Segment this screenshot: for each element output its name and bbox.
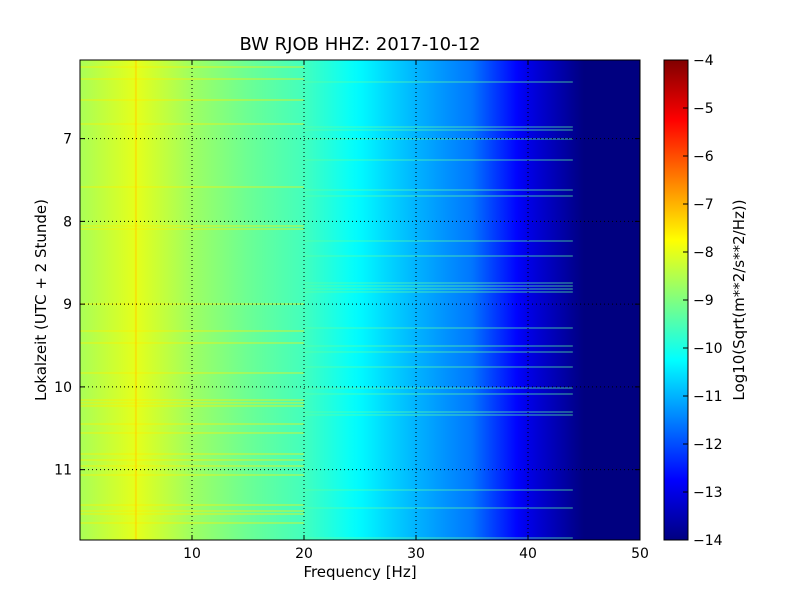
spectrogram-band [80, 522, 304, 524]
spectrogram-band [80, 402, 304, 404]
colorbar-tick-label: −8 [693, 245, 714, 261]
y-tick-label: 7 [63, 132, 72, 148]
x-tick-label: 20 [295, 546, 313, 562]
colorbar-tick-label: −12 [693, 437, 723, 453]
spectrogram-band [80, 186, 304, 188]
spectrogram-band [304, 387, 573, 389]
spectrogram-band [304, 327, 573, 329]
spectrogram-band [304, 126, 573, 128]
spectrogram-band [304, 411, 573, 413]
spectrogram-band [304, 129, 573, 131]
spectrogram-band [304, 351, 573, 353]
spectrogram-band [304, 81, 573, 83]
spectrogram-band [304, 288, 573, 290]
spectrogram-band [304, 345, 573, 347]
y-tick-label: 11 [54, 463, 72, 479]
y-axis-label: Lokalzeit (UTC + 2 Stunde) [32, 199, 50, 401]
colorbar-tick-label: −4 [693, 53, 714, 69]
spectrogram-band [304, 159, 573, 161]
spectrogram-base [80, 60, 640, 540]
spectrogram-band [304, 195, 573, 197]
colorbar-tick-label: −7 [693, 197, 714, 213]
y-tick-label: 10 [54, 380, 72, 396]
spectrogram-band [304, 507, 573, 509]
x-tick-label: 30 [407, 546, 425, 562]
spectrogram-band [80, 510, 304, 512]
chart-title: BW RJOB HHZ: 2017-10-12 [239, 34, 480, 55]
spectrogram-band [304, 489, 573, 491]
spectrogram-band [80, 474, 304, 476]
colorbar-tick-label: −11 [693, 389, 723, 405]
spectrogram-band [304, 291, 573, 293]
colorbar-label: Log10(Sqrt(m**2/s**2/Hz)) [730, 199, 748, 400]
x-tick-label: 40 [519, 546, 537, 562]
y-axis-ticks: 7 8 9 10 11 [54, 132, 640, 479]
colorbar-tick-label: −6 [693, 149, 714, 165]
spectrogram-band [80, 513, 304, 515]
spectrogram-band [304, 366, 573, 368]
colorbar-tick-label: −14 [693, 533, 723, 549]
y-tick-label: 8 [63, 214, 72, 230]
colorbar-tick-label: −5 [693, 101, 714, 117]
grid-lines [80, 60, 640, 540]
spectrogram-band [80, 66, 304, 68]
x-tick-label: 50 [631, 546, 649, 562]
spectrogram-band [304, 285, 573, 287]
spectrogram-band [304, 282, 573, 284]
colorbar-tick-label: −10 [693, 341, 723, 357]
colorbar-tick-label: −13 [693, 485, 723, 501]
spectrogram-band [304, 537, 573, 539]
x-axis-label: Frequency [Hz] [303, 563, 416, 581]
spectrogram-band [80, 453, 304, 455]
spectrogram-band [80, 78, 304, 80]
spectrogram-band [80, 225, 304, 227]
spectrogram-band [304, 189, 573, 191]
x-tick-label: 10 [183, 546, 201, 562]
spectrogram-band [304, 240, 573, 242]
colorbar-ticks: −4 −5 −6 −7 −8 −9 −10 −11 −12 −13 −14 [683, 53, 723, 549]
spectrogram-band [304, 414, 573, 416]
plot-frame [79, 59, 641, 541]
spectrogram-band [304, 393, 573, 395]
plot-area [80, 60, 640, 540]
spectrogram-band [80, 330, 304, 332]
colorbar-tick-label: −9 [693, 293, 714, 309]
spectrogram-band [304, 138, 573, 140]
spectrogram-band [304, 255, 573, 257]
x-axis-ticks: 10 20 30 40 50 [183, 60, 649, 562]
spectral-line-5hz [134, 60, 137, 540]
spectrogram-band [80, 405, 304, 407]
spectrogram-band [80, 465, 304, 467]
colorbar: −4 −5 −6 −7 −8 −9 −10 −11 −12 −13 −14 Log10(Sqrt(m… [663, 53, 748, 549]
y-tick-label: 9 [63, 297, 72, 313]
spectrogram-band [80, 342, 304, 344]
